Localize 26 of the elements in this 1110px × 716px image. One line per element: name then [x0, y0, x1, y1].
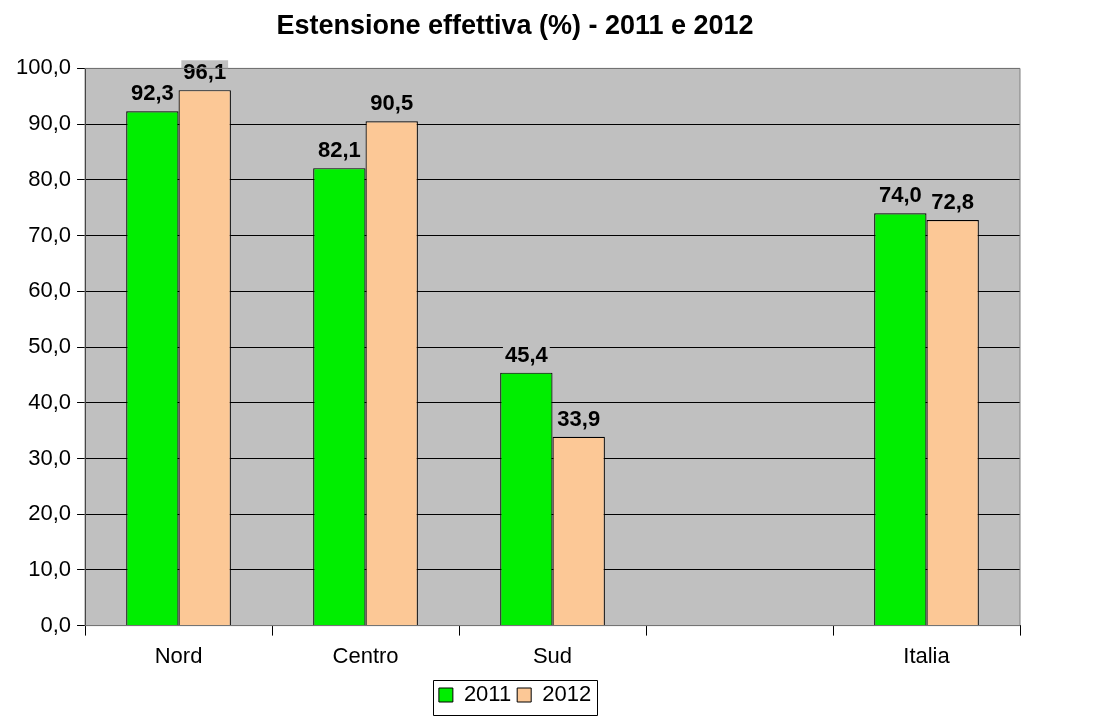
- data-label: 90,5: [370, 90, 414, 116]
- x-tick-label: Centro: [332, 642, 399, 668]
- legend-label: 2012: [542, 681, 592, 707]
- y-tick-label: 50,0: [28, 333, 72, 359]
- y-tick-label: 90,0: [28, 110, 72, 136]
- y-tick-label: 60,0: [28, 277, 72, 303]
- y-tick-label: 70,0: [28, 221, 72, 247]
- x-tick-label: Italia: [903, 642, 951, 668]
- data-label: 33,9: [557, 405, 601, 431]
- data-label: 96,1: [183, 59, 227, 85]
- chart-title: Estensione effettiva (%) - 2011 e 2012: [276, 9, 754, 40]
- data-label: 82,1: [317, 137, 361, 163]
- y-tick-label: 0,0: [40, 611, 72, 637]
- data-label: 72,8: [931, 189, 975, 215]
- legend-label: 2011: [463, 681, 512, 707]
- y-tick-label: 100,0: [15, 54, 72, 80]
- x-tick-label: Sud: [532, 642, 573, 668]
- y-tick-label: 40,0: [28, 388, 72, 414]
- y-tick-label: 30,0: [28, 444, 72, 470]
- data-label: 92,3: [130, 80, 174, 106]
- y-tick-label: 80,0: [28, 165, 72, 191]
- data-label: 45,4: [504, 341, 549, 367]
- data-label: 74,0: [878, 182, 922, 208]
- y-tick-label: 10,0: [28, 555, 72, 581]
- y-tick-label: 20,0: [28, 500, 72, 526]
- x-tick-label: Nord: [154, 642, 203, 668]
